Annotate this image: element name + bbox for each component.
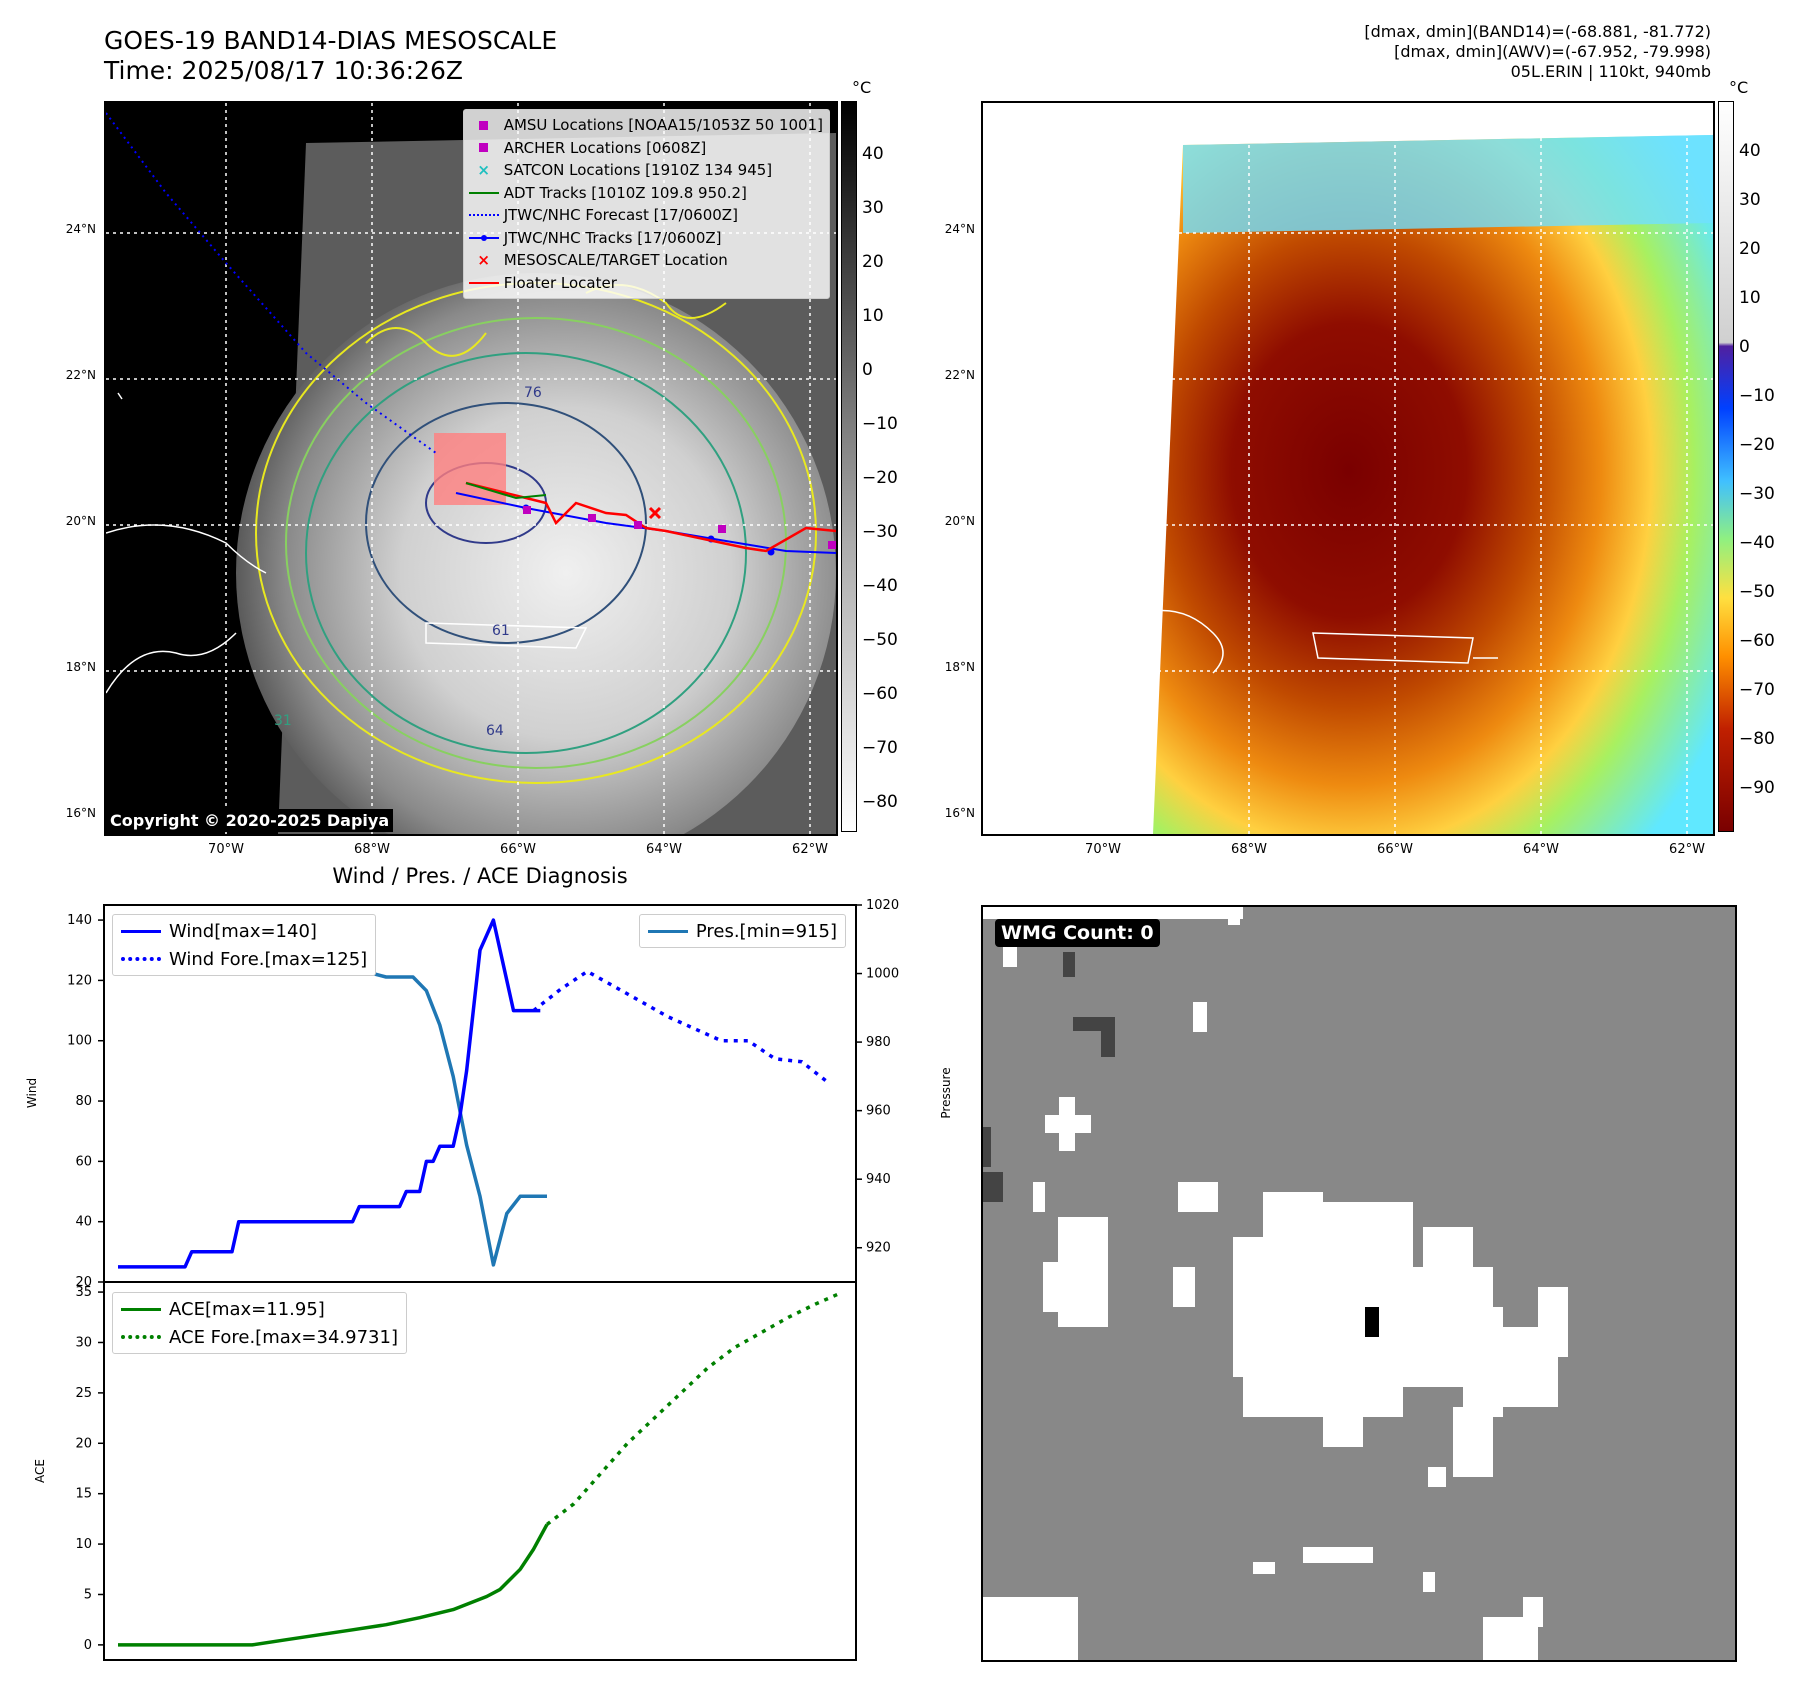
wind-tick-label: 140 — [67, 913, 92, 928]
colorbar-wv-ticks: 40 30 20 10 0 −10 −20 −30 −40 −50 −60 −7… — [1739, 141, 1775, 798]
ace-legend: ACE[max=11.95] ACE Fore.[max=34.9731] — [112, 1292, 407, 1354]
map-legend: AMSU Locations [NOAA15/1053Z 50 1001] AR… — [462, 109, 830, 299]
legend-item-ace-forecast: ACE Fore.[max=34.9731] — [113, 1323, 406, 1351]
ace-axis-label: ACE — [33, 1459, 47, 1483]
lat-label: 16°N — [944, 806, 975, 820]
contour-label: 76 — [524, 385, 542, 401]
chart-title: GOES-19 BAND14-DIAS MESOSCALE Time: 2025… — [104, 26, 557, 86]
ace-tick-label: 20 — [75, 1436, 92, 1451]
copyright-label: Copyright © 2020-2025 Dapiya — [106, 809, 394, 832]
wind-axis-label: Wind — [25, 1077, 39, 1109]
ace-tick-label: 0 — [84, 1638, 92, 1653]
pressure-tick-label: 960 — [866, 1104, 891, 1119]
lat-label: 22°N — [65, 368, 96, 382]
lon-label: 62°W — [792, 842, 828, 857]
pressure-tick-label: 940 — [866, 1172, 891, 1187]
pressure-legend: Pres.[min=915] — [638, 914, 846, 948]
lon-label: 64°W — [646, 842, 682, 857]
colorbar-gray-ticks: 40 30 20 10 0 −10 −20 −30 −40 −50 −60 −7… — [862, 144, 898, 812]
wind-tick-label: 20 — [75, 1275, 92, 1290]
pressure-series-line — [118, 937, 547, 1267]
wmg-center-cell — [1365, 1307, 1379, 1337]
wv-map-image — [983, 103, 1713, 834]
info-line2: [dmax, dmin](AWV)=(-67.952, -79.998) — [1394, 42, 1711, 61]
info-line1: [dmax, dmin](BAND14)=(-68.881, -81.772) — [1364, 22, 1711, 41]
pressure-tick-label: 1000 — [866, 967, 899, 982]
legend-item-adt: ADT Tracks [1010Z 109.8 950.2] — [464, 182, 829, 205]
ace-tick-label: 5 — [84, 1587, 92, 1602]
wind-tick-label: 60 — [75, 1154, 92, 1169]
ir-map-panel: 76 61 31 64 AMSU Locations [NOAA15/1053Z… — [104, 101, 838, 836]
contour-label: 61 — [492, 623, 510, 639]
ace-tick-label: 35 — [75, 1285, 92, 1300]
legend-item-wind-forecast: Wind Fore.[max=125] — [113, 945, 375, 973]
ace-series-line — [118, 1523, 549, 1647]
wmg-count-badge: WMG Count: 0 — [995, 919, 1160, 947]
wind-forecast-series-line — [532, 969, 830, 1085]
cloud-mass — [236, 273, 836, 834]
contour-label: 31 — [274, 713, 292, 729]
legend-item-target: × MESOSCALE/TARGET Location — [477, 251, 728, 270]
lat-label: 18°N — [65, 660, 96, 674]
lat-label: 24°N — [65, 222, 96, 236]
legend-item-forecast: JTWC/NHC Forecast [17/0600Z] — [464, 204, 829, 227]
wind-legend: Wind[max=140] Wind Fore.[max=125] — [112, 914, 377, 976]
contour-label: 64 — [486, 723, 504, 739]
wv-swath — [1153, 135, 1713, 834]
lon-label: 68°W — [354, 842, 390, 857]
lat-label: 18°N — [944, 660, 975, 674]
colorbar-unit: °C — [852, 78, 872, 97]
lon-label: 66°W — [500, 842, 536, 857]
wind-series-line — [118, 918, 541, 1269]
ace-forecast-series-line — [545, 1290, 843, 1526]
ace-tick-label: 30 — [75, 1335, 92, 1350]
colorbar-unit: °C — [1729, 78, 1749, 97]
legend-item-pressure: Pres.[min=915] — [640, 917, 845, 945]
legend-item-floater: Floater Locater — [464, 272, 829, 295]
lon-label: 68°W — [1231, 842, 1267, 857]
pressure-tick-label: 920 — [866, 1241, 891, 1256]
pressure-tick-label: 980 — [866, 1035, 891, 1050]
pressure-tick-label: 1020 — [866, 898, 899, 913]
colorbar-wv — [1718, 101, 1734, 832]
legend-item-wind: Wind[max=140] — [113, 917, 375, 945]
wv-map-panel — [981, 101, 1715, 836]
chart-title-line2: Time: 2025/08/17 10:36:26Z — [104, 56, 463, 85]
info-block: [dmax, dmin](BAND14)=(-68.881, -81.772) … — [1364, 22, 1711, 82]
lon-label: 70°W — [1085, 842, 1121, 857]
wind-tick-label: 80 — [75, 1094, 92, 1109]
wmg-image — [983, 907, 1568, 1660]
wind-tick-label: 120 — [67, 973, 92, 988]
colorbar-gray — [841, 101, 857, 832]
legend-item-satcon: × SATCON Locations [1910Z 134 945] — [477, 161, 773, 180]
wind-tick-label: 40 — [75, 1215, 92, 1230]
legend-item-tracks: JTWC/NHC Tracks [17/0600Z] — [464, 227, 829, 250]
lon-label: 64°W — [1523, 842, 1559, 857]
lat-label: 20°N — [65, 514, 96, 528]
lon-label: 70°W — [208, 842, 244, 857]
lon-label: 62°W — [1669, 842, 1705, 857]
diagnosis-title: Wind / Pres. / ACE Diagnosis — [332, 864, 628, 888]
lat-label: 16°N — [65, 806, 96, 820]
pressure-axis-label: Pressure — [939, 1067, 953, 1119]
forecast-track — [106, 112, 437, 454]
legend-item-amsu: AMSU Locations [NOAA15/1053Z 50 1001] — [464, 114, 829, 137]
wmg-panel: WMG Count: 0 — [981, 905, 1737, 1662]
lat-label: 20°N — [944, 514, 975, 528]
ir-map-image — [106, 103, 836, 834]
ace-tick-label: 25 — [75, 1386, 92, 1401]
lat-label: 24°N — [944, 222, 975, 236]
legend-item-archer: ARCHER Locations [0608Z] — [464, 137, 829, 160]
wind-tick-label: 100 — [67, 1034, 92, 1049]
lat-label: 22°N — [944, 368, 975, 382]
mesoscale-box — [434, 433, 506, 505]
chart-title-line1: GOES-19 BAND14-DIAS MESOSCALE — [104, 26, 558, 55]
legend-item-ace: ACE[max=11.95] — [113, 1295, 406, 1323]
lon-label: 66°W — [1377, 842, 1413, 857]
ace-tick-label: 15 — [75, 1487, 92, 1502]
info-line3: 05L.ERIN | 110kt, 940mb — [1510, 62, 1711, 81]
ace-tick-label: 10 — [75, 1537, 92, 1552]
floater-track — [465, 481, 836, 553]
